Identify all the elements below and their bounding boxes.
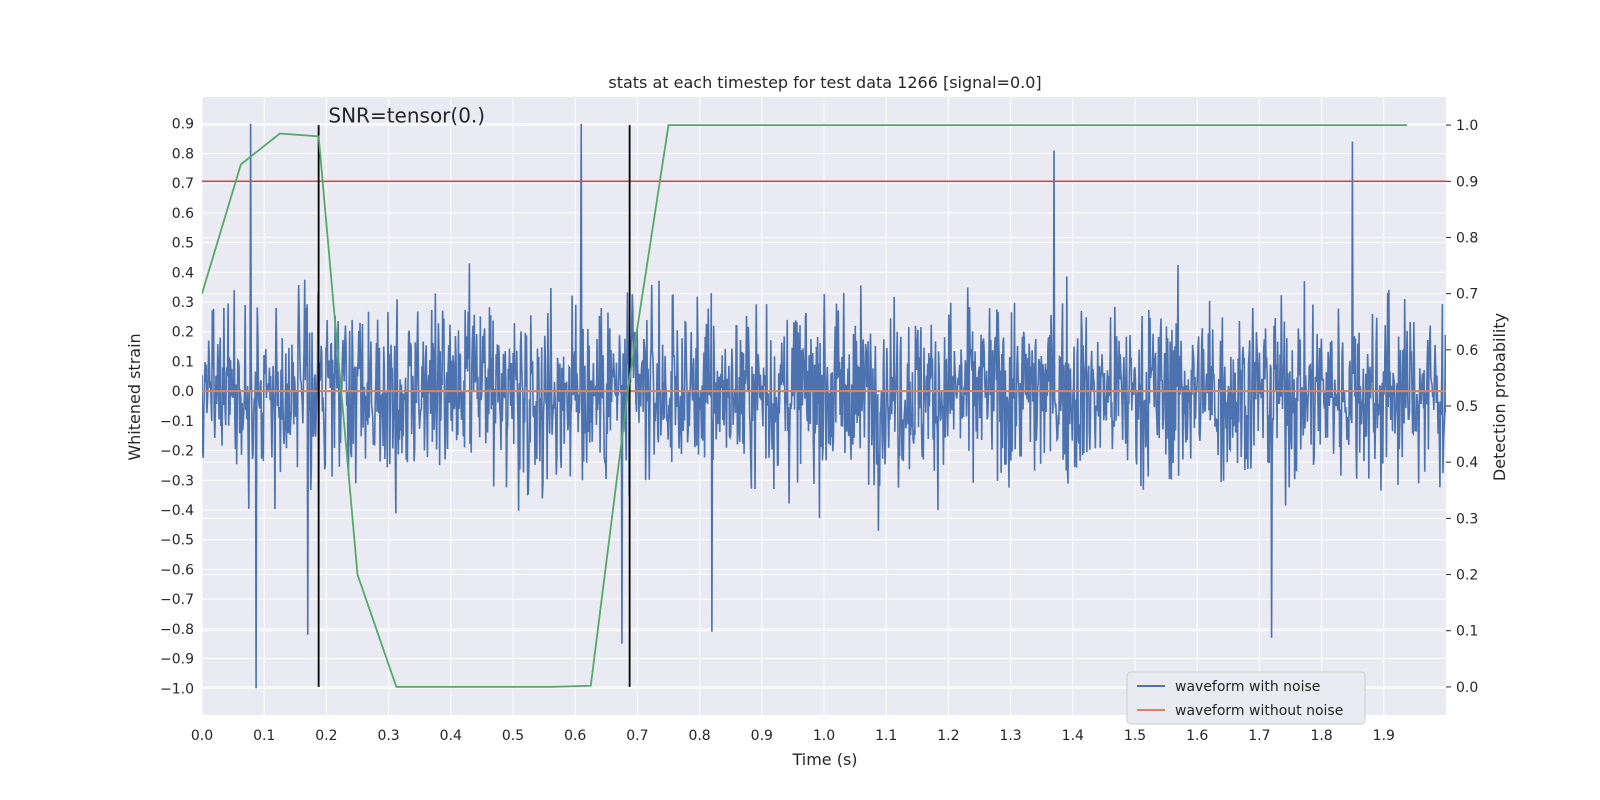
x-tick-label-0: 0.0	[191, 728, 213, 744]
x-tick-label-8: 0.8	[688, 728, 710, 744]
x-axis-label: Time (s)	[791, 750, 857, 769]
legend-label-1: waveform without noise	[1175, 703, 1343, 719]
x-tick-label-9: 0.9	[751, 728, 773, 744]
y-tick-label-10: −0.1	[160, 414, 194, 430]
x-tick-label-2: 0.2	[315, 728, 337, 744]
y-tick-label-19: −1.0	[160, 681, 194, 697]
x-tick-label-6: 0.6	[564, 728, 586, 744]
snr-annotation: SNR=tensor(0.)	[328, 104, 485, 128]
y2-tick-label-4: 0.6	[1456, 343, 1478, 359]
y-tick-label-1: 0.8	[172, 146, 194, 162]
x-tick-label-1: 0.1	[253, 728, 275, 744]
y-tick-label-2: 0.7	[172, 176, 194, 192]
y-axis-right: 1.0 0.9 0.8 0.7 0.6 0.5 0.4 0.3 0.2 0.1 0.0	[1446, 118, 1478, 696]
y-axis-label: Whitened strain	[125, 333, 144, 460]
y2-tick-label-0: 1.0	[1456, 118, 1478, 134]
y-tick-label-5: 0.4	[172, 265, 194, 281]
y2-tick-label-10: 0.0	[1456, 680, 1478, 696]
y2-tick-label-9: 0.1	[1456, 624, 1478, 640]
x-tick-label-13: 1.3	[999, 728, 1021, 744]
y2-tick-label-1: 0.9	[1456, 174, 1478, 190]
legend-label-0: waveform with noise	[1175, 679, 1320, 695]
y-axis-left: 0.9 0.8 0.7 0.6 0.5 0.4 0.3 0.2 0.1 0.0 −0.1 −0.2 −0…	[160, 117, 194, 698]
x-tick-label-15: 1.5	[1124, 728, 1146, 744]
y2-tick-label-6: 0.4	[1456, 455, 1478, 471]
x-tick-label-18: 1.8	[1310, 728, 1332, 744]
y-tick-label-11: −0.2	[160, 444, 194, 460]
x-tick-label-5: 0.5	[502, 728, 524, 744]
y2-tick-label-7: 0.3	[1456, 511, 1478, 527]
y2-tick-label-2: 0.8	[1456, 230, 1478, 246]
legend: waveform with noise waveform without nois…	[1126, 671, 1366, 725]
y-tick-label-16: −0.7	[160, 592, 194, 608]
x-tick-label-3: 0.3	[377, 728, 399, 744]
y-tick-label-17: −0.8	[160, 622, 194, 638]
x-axis: 0.0 0.1 0.2 0.3 0.4 0.5 0.6 0.7 0.8 0.9 1.0 1.1 1.2 1…	[191, 728, 1395, 744]
x-tick-label-19: 1.9	[1373, 728, 1395, 744]
y2-tick-label-8: 0.2	[1456, 568, 1478, 584]
series-layer	[202, 123, 1446, 689]
x-tick-label-7: 0.7	[626, 728, 648, 744]
chart-title: stats at each timestep for test data 126…	[608, 73, 1041, 92]
y2-axis-label: Detection probability	[1490, 313, 1509, 481]
series-waveform-with-noise	[202, 123, 1446, 689]
y2-tick-label-3: 0.7	[1456, 287, 1478, 303]
y-tick-label-6: 0.3	[172, 295, 194, 311]
x-tick-label-4: 0.4	[440, 728, 462, 744]
y-tick-label-0: 0.9	[172, 117, 194, 133]
x-tick-label-11: 1.1	[875, 728, 897, 744]
series-detection-probability	[202, 124, 1408, 688]
x-tick-label-10: 1.0	[813, 728, 835, 744]
legend-box	[1126, 671, 1366, 725]
y-tick-label-8: 0.1	[172, 354, 194, 370]
y-tick-label-4: 0.5	[172, 236, 194, 252]
x-tick-label-14: 1.4	[1062, 728, 1084, 744]
y-tick-label-18: −0.9	[160, 652, 194, 668]
y-tick-label-7: 0.2	[172, 325, 194, 341]
x-tick-label-17: 1.7	[1248, 728, 1270, 744]
x-tick-label-16: 1.6	[1186, 728, 1208, 744]
y-tick-label-3: 0.6	[172, 206, 194, 222]
y-tick-label-9: 0.0	[172, 384, 194, 400]
y-tick-label-15: −0.6	[160, 562, 194, 578]
y-tick-label-13: −0.4	[160, 503, 194, 519]
y-tick-label-14: −0.5	[160, 533, 194, 549]
y-tick-label-12: −0.3	[160, 473, 194, 489]
y2-tick-label-5: 0.5	[1456, 399, 1478, 415]
x-tick-label-12: 1.2	[937, 728, 959, 744]
